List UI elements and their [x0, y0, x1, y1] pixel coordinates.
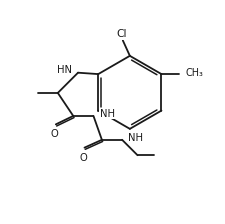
Text: Cl: Cl — [116, 29, 126, 39]
Text: CH₃: CH₃ — [185, 68, 203, 78]
Text: NH: NH — [128, 133, 143, 142]
Text: NH: NH — [99, 109, 114, 119]
Text: O: O — [50, 129, 58, 139]
Text: O: O — [79, 153, 87, 163]
Text: HN: HN — [57, 65, 72, 75]
